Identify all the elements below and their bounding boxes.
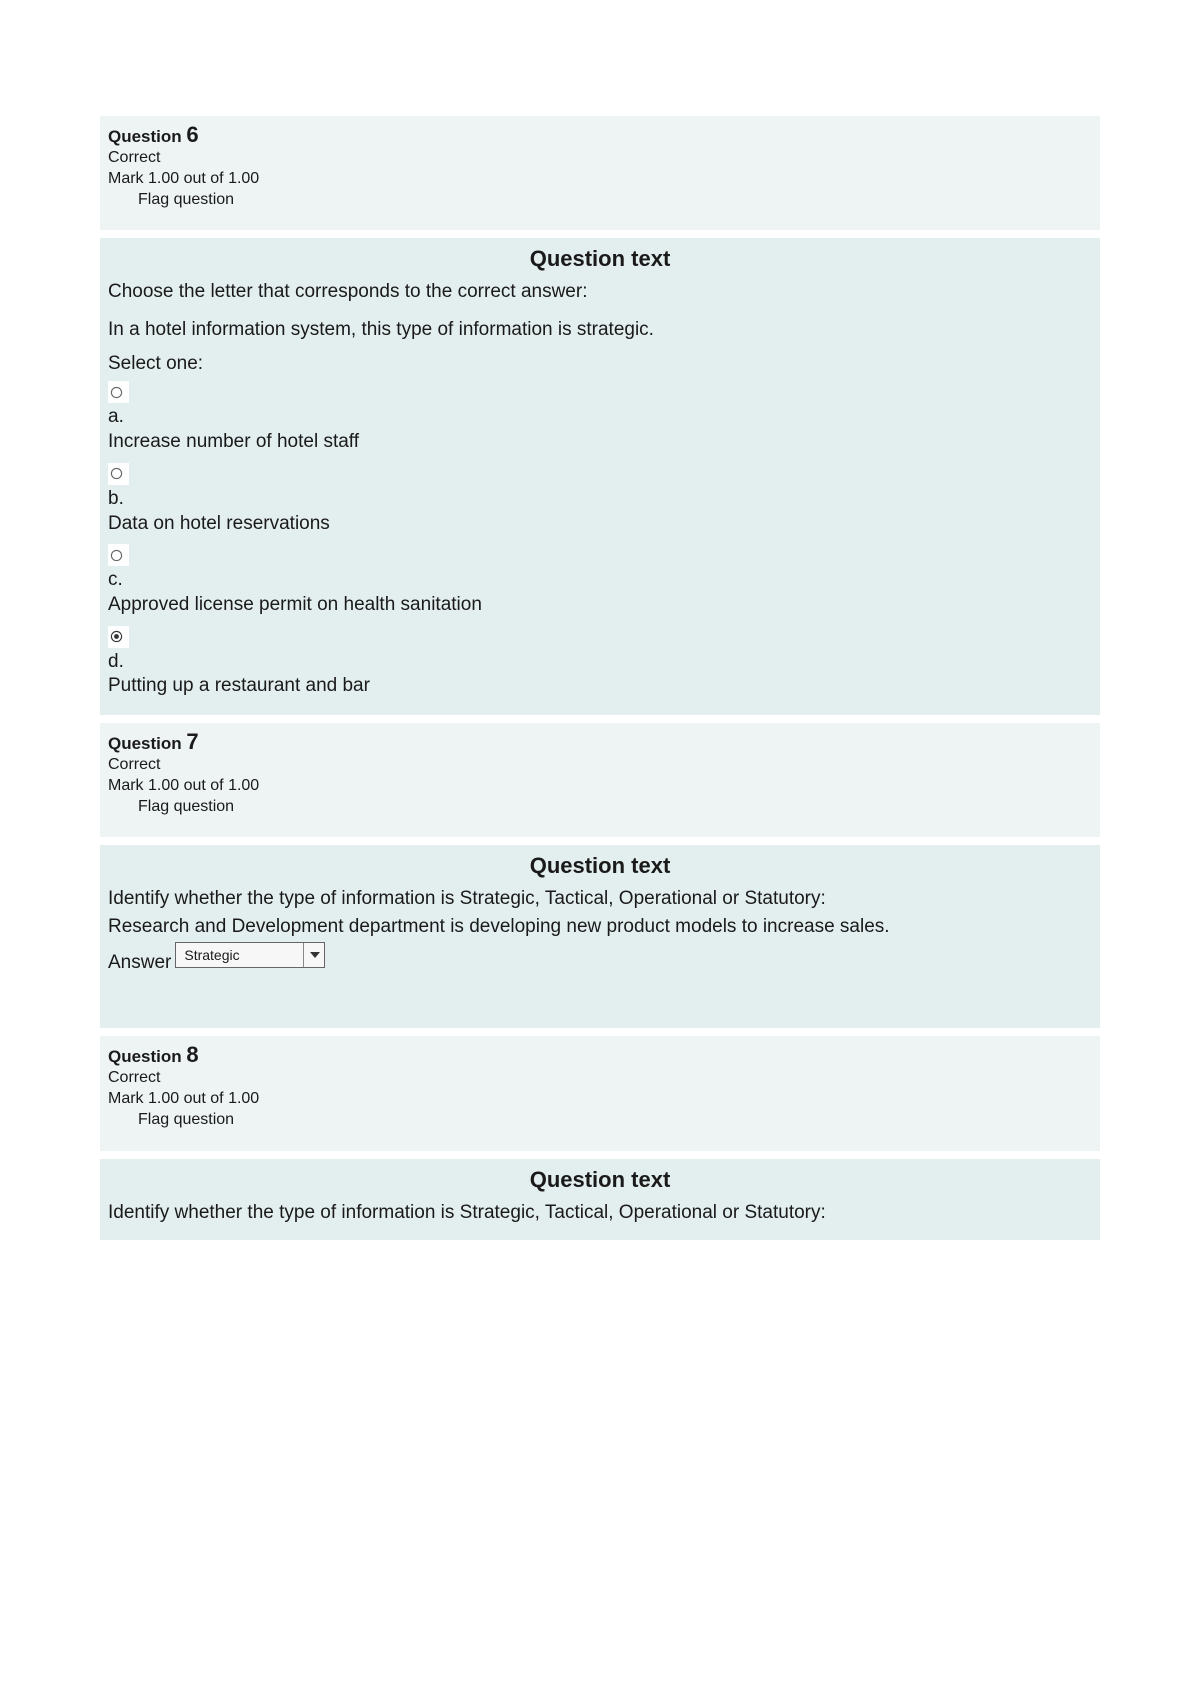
- answer-label: Answer: [108, 952, 171, 974]
- question-mark: Mark 1.00 out of 1.00: [108, 1089, 1092, 1110]
- radio-c[interactable]: [108, 544, 129, 566]
- question-number: 6: [186, 122, 198, 147]
- question-prompt-2: Research and Development department is d…: [108, 913, 1092, 941]
- option-b: b. Data on hotel reservations: [108, 463, 1092, 536]
- question-status: Correct: [108, 1068, 1092, 1089]
- question-prompt: Identify whether the type of information…: [108, 885, 1092, 913]
- chevron-down-icon: [303, 943, 320, 967]
- question-prompt: Identify whether the type of information…: [108, 1199, 1092, 1227]
- question-title: Question 6: [108, 122, 1092, 148]
- option-letter: c.: [108, 568, 1092, 593]
- question-number: 8: [186, 1042, 198, 1067]
- option-letter: a.: [108, 405, 1092, 430]
- question-header-6: Question 6 Correct Mark 1.00 out of 1.00…: [100, 116, 1100, 230]
- question-number: 7: [186, 729, 198, 754]
- question-prompt: Choose the letter that corresponds to th…: [108, 278, 1092, 306]
- flag-question-link[interactable]: Flag question: [108, 1110, 1092, 1131]
- option-d: d. Putting up a restaurant and bar: [108, 626, 1092, 699]
- radio-icon-unselected: [110, 549, 123, 562]
- option-letter: d.: [108, 650, 1092, 675]
- question-title: Question 8: [108, 1042, 1092, 1068]
- question-header-8: Question 8 Correct Mark 1.00 out of 1.00…: [100, 1036, 1100, 1150]
- radio-b[interactable]: [108, 463, 129, 485]
- option-text: Putting up a restaurant and bar: [108, 674, 1092, 699]
- option-a: a. Increase number of hotel staff: [108, 381, 1092, 454]
- option-text: Approved license permit on health sanita…: [108, 593, 1092, 618]
- radio-a[interactable]: [108, 381, 129, 403]
- option-c: c. Approved license permit on health san…: [108, 544, 1092, 617]
- spacer: [108, 974, 1092, 1014]
- question-label: Question: [108, 1047, 182, 1066]
- option-text: Data on hotel reservations: [108, 512, 1092, 537]
- flag-question-link[interactable]: Flag question: [108, 797, 1092, 818]
- question-mark: Mark 1.00 out of 1.00: [108, 776, 1092, 797]
- radio-icon-unselected: [110, 386, 123, 399]
- question-mark: Mark 1.00 out of 1.00: [108, 169, 1092, 190]
- answer-dropdown[interactable]: Strategic: [175, 942, 325, 968]
- question-header-7: Question 7 Correct Mark 1.00 out of 1.00…: [100, 723, 1100, 837]
- option-text: Increase number of hotel staff: [108, 430, 1092, 455]
- radio-icon-selected: [110, 630, 123, 643]
- question-title: Question 7: [108, 729, 1092, 755]
- question-label: Question: [108, 127, 182, 146]
- question-body-6: Question text Choose the letter that cor…: [100, 238, 1100, 715]
- flag-question-link[interactable]: Flag question: [108, 190, 1092, 211]
- question-prompt-2: In a hotel information system, this type…: [108, 316, 1092, 344]
- page-container: Question 6 Correct Mark 1.00 out of 1.00…: [0, 0, 1200, 1240]
- question-status: Correct: [108, 148, 1092, 169]
- question-status: Correct: [108, 755, 1092, 776]
- dropdown-value: Strategic: [184, 947, 239, 963]
- radio-icon-unselected: [110, 467, 123, 480]
- select-one-label: Select one:: [108, 353, 1092, 375]
- question-label: Question: [108, 734, 182, 753]
- question-text-heading: Question text: [108, 1167, 1092, 1193]
- radio-d[interactable]: [108, 626, 129, 648]
- option-letter: b.: [108, 487, 1092, 512]
- question-body-7: Question text Identify whether the type …: [100, 845, 1100, 1028]
- answer-row: Answer Strategic: [108, 942, 1092, 974]
- question-text-heading: Question text: [108, 853, 1092, 879]
- question-body-8: Question text Identify whether the type …: [100, 1159, 1100, 1241]
- question-text-heading: Question text: [108, 246, 1092, 272]
